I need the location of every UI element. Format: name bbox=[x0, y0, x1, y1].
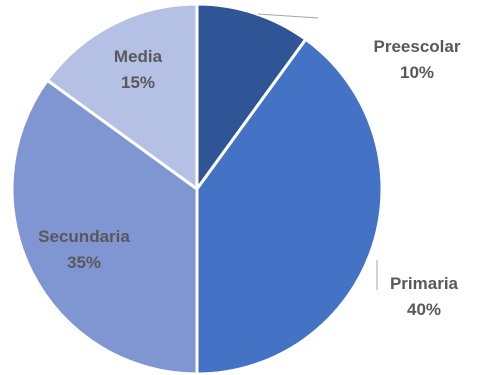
leader-line-preescolar bbox=[257, 13, 319, 19]
labels-layer: Preescolar 10% Primaria 40% Secundaria 35% Med… bbox=[38, 37, 461, 319]
slice-value-label-preescolar: 10% bbox=[400, 63, 434, 82]
slice-value-label-media: 15% bbox=[121, 73, 155, 92]
slice-category-label-primaria: Primaria bbox=[390, 274, 459, 293]
slice-category-label-media: Media bbox=[114, 47, 163, 66]
slice-category-label-preescolar: Preescolar bbox=[374, 37, 461, 56]
slice-value-label-primaria: 40% bbox=[407, 300, 441, 319]
slice-value-label-secundaria: 35% bbox=[67, 253, 101, 272]
slices-layer bbox=[10, 2, 384, 375]
slice-category-label-secundaria: Secundaria bbox=[38, 227, 130, 246]
pie-slice-primaria bbox=[195, 37, 384, 375]
pie-slice-secundaria bbox=[10, 78, 199, 375]
pie-slice-media bbox=[45, 2, 199, 191]
leader-lines-layer bbox=[257, 13, 378, 290]
pie-slice-preescolar bbox=[195, 2, 308, 191]
